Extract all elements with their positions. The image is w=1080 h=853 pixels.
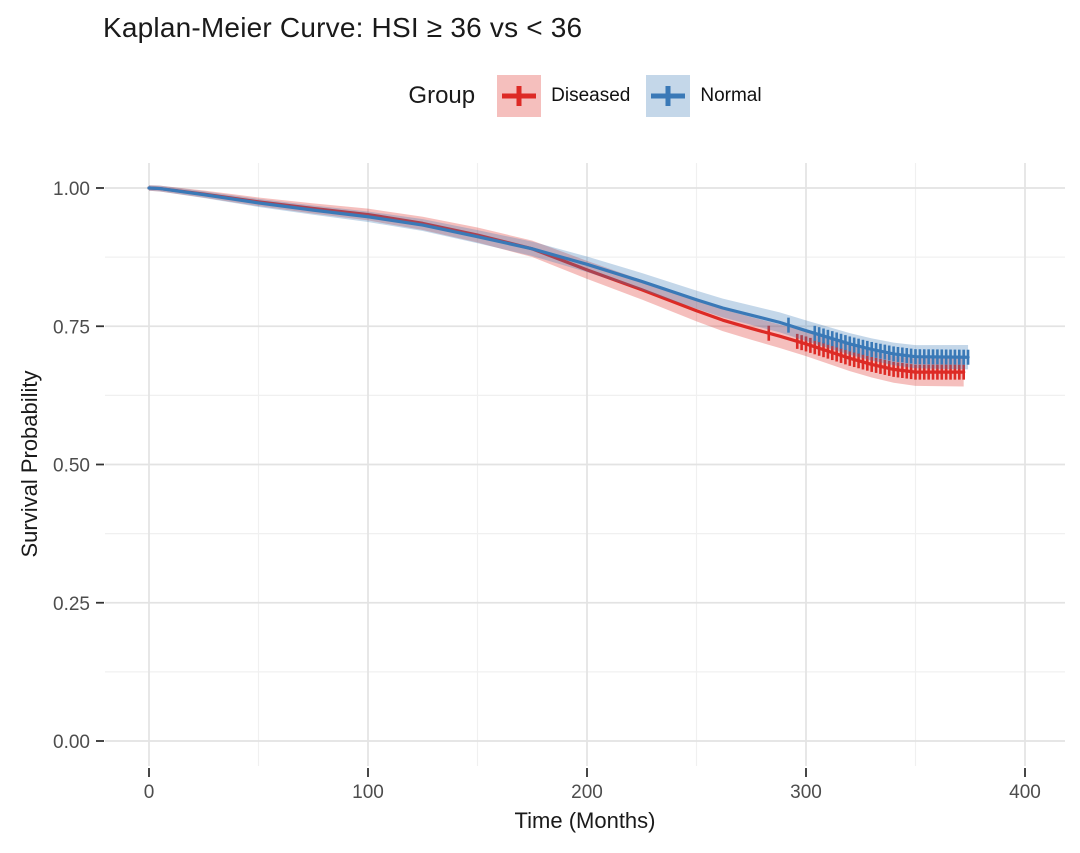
y-tick-label: 0.00 [53,732,90,753]
x-axis-title: Time (Months) [514,808,656,833]
plus-icon-vbar [516,86,522,106]
legend-key-normal-icon [646,75,691,117]
x-tick-label: 400 [1009,782,1041,803]
y-tick-label: 1.00 [53,179,90,200]
y-tick-label: 0.75 [53,317,90,338]
x-tick-label: 200 [571,782,603,803]
legend-key-diseased-icon [497,75,542,117]
x-tick-labels: 0 100 200 300 400 [144,782,1041,803]
legend-item-diseased: Diseased [497,75,630,117]
confidence-band-normal [149,185,969,370]
series-diseased [147,185,966,387]
x-tick-label: 0 [144,782,155,803]
legend-item-normal: Normal [646,75,762,117]
x-tick-label: 100 [352,782,384,803]
confidence-band-diseased [149,185,964,387]
major-gridlines [105,163,1065,766]
y-tick-label: 0.50 [53,456,90,477]
series-normal [147,185,970,370]
page-title: Kaplan-Meier Curve: HSI ≥ 36 vs < 36 [103,12,583,43]
y-tick-label: 0.25 [53,594,90,615]
legend-label-diseased: Diseased [551,85,631,106]
axis-ticks [96,187,1026,777]
y-tick-labels: 0.00 0.25 0.50 0.75 1.00 [53,179,90,753]
survival-curve-normal [147,186,970,359]
legend-title: Group [408,82,476,109]
legend-label-normal: Normal [700,85,762,106]
plus-icon-vbar [665,86,671,106]
x-tick-label: 300 [790,782,822,803]
legend: Group Diseased Normal [105,72,1065,120]
